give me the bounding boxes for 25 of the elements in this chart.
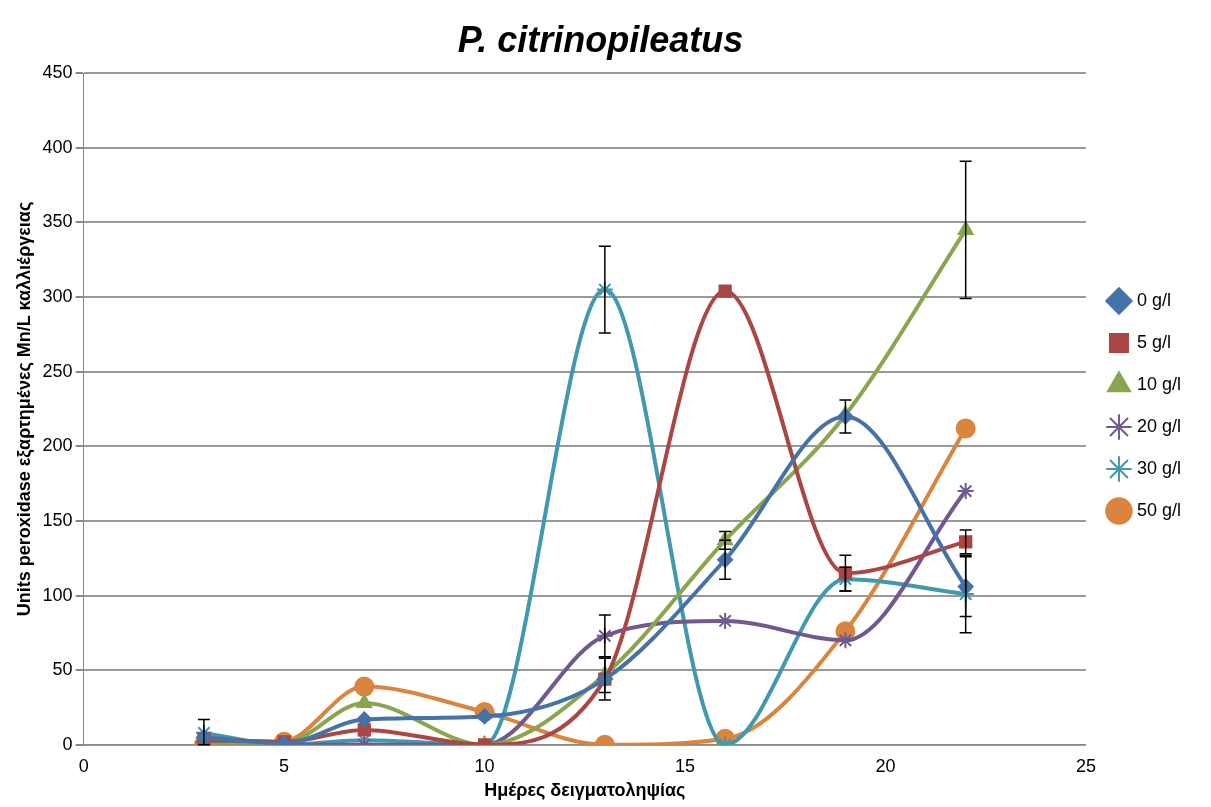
- x-tick-label: 15: [675, 755, 696, 776]
- y-tick-label: 250: [42, 360, 73, 381]
- legend-label: 50 g/l: [1136, 499, 1182, 520]
- y-tick-label: 350: [42, 211, 73, 232]
- y-axis-title: Units peroxidase εξαρτημένες Mn/L καλλιέργειας: [13, 201, 35, 617]
- x-tick-label: 10: [474, 755, 495, 776]
- x-axis-title: Ημέρες δειγματοληψίας: [484, 780, 686, 801]
- y-tick-label: 150: [42, 509, 73, 530]
- y-tick-label: 450: [42, 62, 73, 83]
- chart-title: P. citrinopileatus: [457, 18, 744, 60]
- x-tick-label: 20: [875, 755, 896, 776]
- y-tick-label: 200: [42, 435, 73, 456]
- legend-label: 5 g/l: [1136, 331, 1171, 352]
- y-tick-label: 300: [42, 286, 73, 307]
- y-tick-label: 400: [42, 136, 73, 157]
- x-tick-label: 0: [78, 755, 89, 776]
- y-tick-label: 0: [62, 733, 73, 754]
- legend-label: 20 g/l: [1136, 415, 1182, 436]
- y-tick-label: 50: [52, 659, 73, 680]
- x-tick-label: 5: [279, 755, 290, 776]
- legend-label: 0 g/l: [1136, 289, 1171, 310]
- legend-label: 10 g/l: [1136, 373, 1182, 394]
- y-tick-label: 100: [42, 584, 73, 605]
- legend-label: 30 g/l: [1136, 457, 1182, 478]
- x-tick-label: 25: [1075, 755, 1096, 776]
